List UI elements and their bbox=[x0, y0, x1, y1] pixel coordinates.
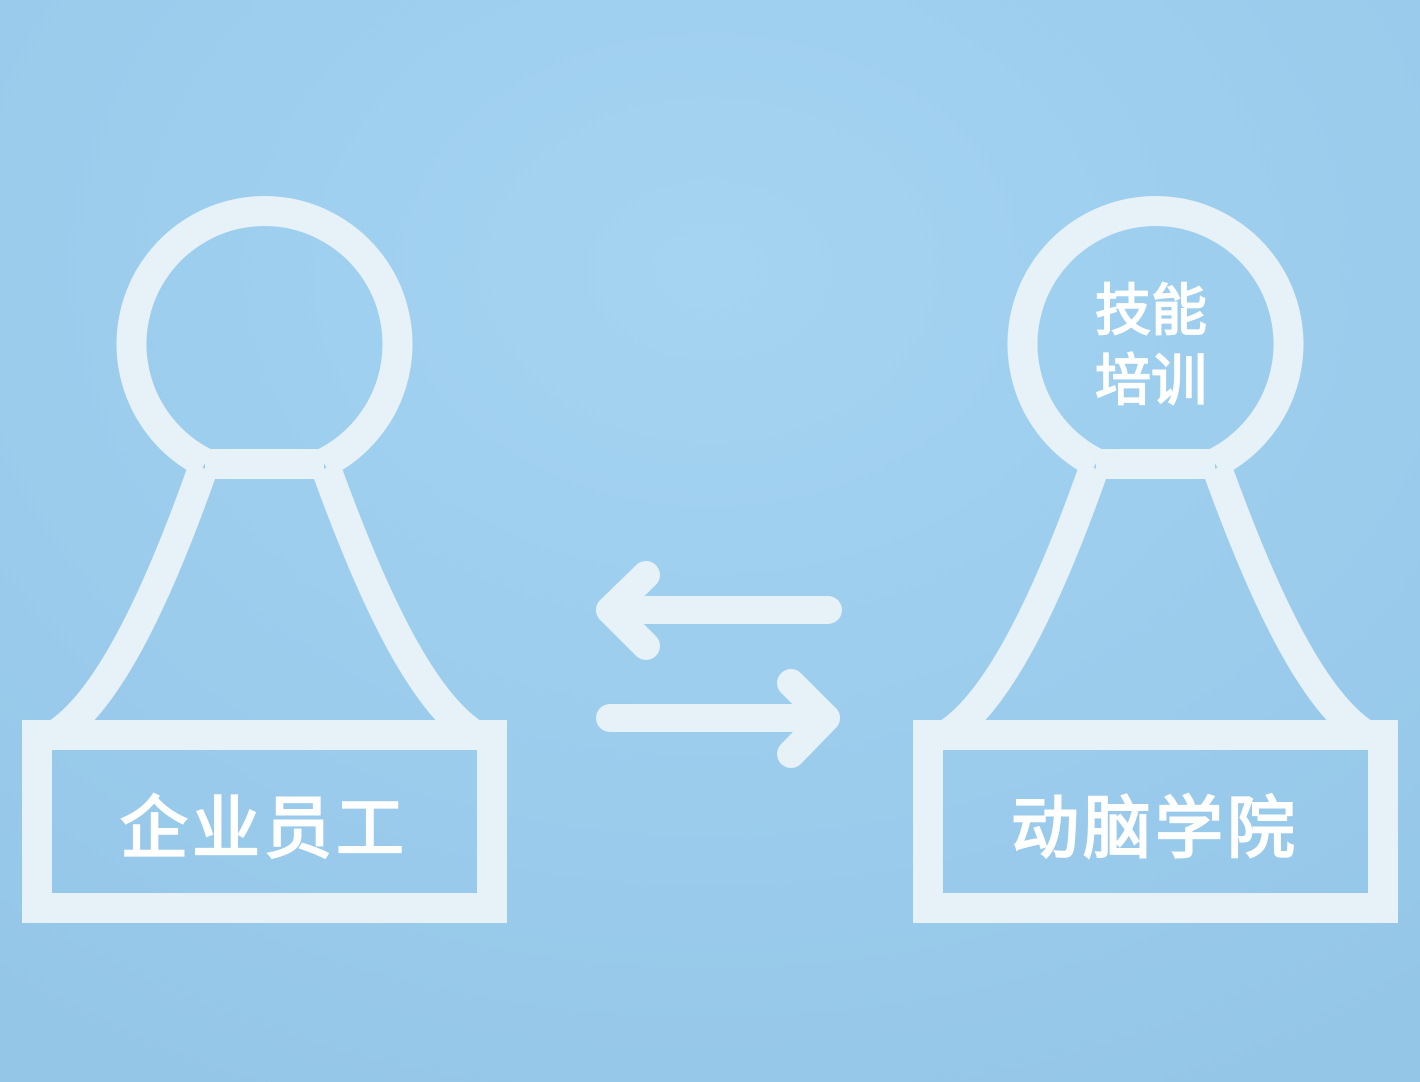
left-pawn-figure bbox=[22, 196, 507, 923]
right-head-text-line2: 培训 bbox=[1095, 349, 1207, 414]
left-label-box bbox=[22, 720, 507, 923]
right-pawn-left-flank bbox=[937, 463, 1109, 748]
left-label: 企业员工 bbox=[120, 790, 408, 869]
exchange-arrows-icon bbox=[596, 561, 842, 768]
right-label-box bbox=[913, 720, 1398, 923]
right-head-text-line1: 技能 bbox=[1095, 279, 1207, 344]
arrow-left-icon bbox=[596, 561, 842, 660]
arrow-right-icon bbox=[596, 669, 840, 768]
left-pawn-left-flank bbox=[46, 463, 218, 748]
left-pawn-head bbox=[116, 196, 413, 477]
left-pawn-right-flank bbox=[311, 462, 484, 748]
right-pawn-figure bbox=[913, 196, 1398, 923]
right-pawn-head bbox=[1007, 196, 1304, 477]
right-pawn-right-flank bbox=[1202, 462, 1375, 748]
right-label: 动脑学院 bbox=[1011, 790, 1299, 869]
